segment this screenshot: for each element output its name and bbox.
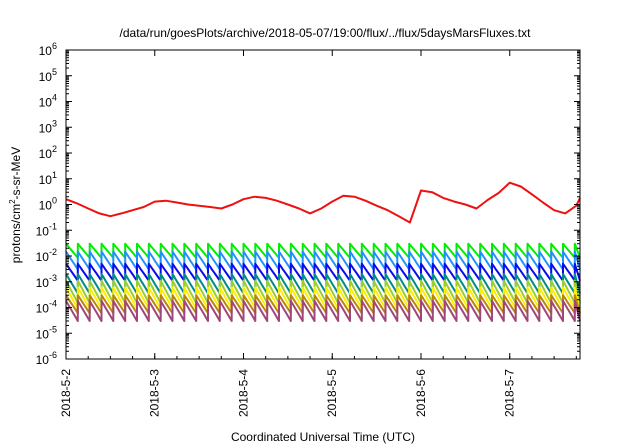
series-line-2 — [65, 262, 581, 282]
chart-title: /data/run/goesPlots/archive/2018-05-07/1… — [120, 26, 532, 40]
y-tick-label: 10-2 — [36, 247, 57, 264]
plot-area — [65, 49, 581, 360]
y-tick-label: 102 — [39, 144, 57, 161]
series-layer — [65, 181, 581, 322]
y-tick-label: 10-1 — [36, 221, 57, 238]
x-tick-label: 2018-5-3 — [148, 369, 162, 417]
x-axis: 2018-5-2 2018-5-3 2018-5-4 2018-5-5 2018-5-6… — [59, 50, 577, 417]
y-axis-label: protons/cm2-s-sr-MeV — [8, 147, 23, 263]
series-line-red — [65, 181, 581, 224]
y-tick-label: 10-5 — [36, 324, 57, 341]
y-tick-label: 101 — [39, 170, 57, 187]
y-tick-label: 104 — [39, 93, 57, 110]
y-tick-label: 10-4 — [36, 299, 57, 316]
y-axis-label-part1: protons/cm — [9, 204, 23, 263]
x-axis-label: Coordinated Universal Time (UTC) — [231, 430, 415, 444]
y-tick-label: 10-3 — [36, 273, 57, 290]
x-tick-label: 2018-5-7 — [503, 369, 517, 417]
y-axis: 10-6 10-5 10-4 10-3 10-2 10-1 100 101 102 103 104 1… — [36, 41, 580, 367]
y-tick-label: 106 — [39, 41, 57, 58]
y-tick-label: 100 — [39, 196, 57, 213]
y-axis-label-part2: -s-sr-MeV — [9, 147, 23, 200]
x-tick-label: 2018-5-6 — [414, 369, 428, 417]
y-tick-label: 10-6 — [36, 350, 57, 367]
series-line-1 — [65, 250, 581, 271]
series-line-7 — [65, 299, 581, 322]
y-tick-label: 105 — [39, 67, 57, 84]
y-axis-label-superscript: 2 — [8, 199, 17, 204]
y-tick-label: 103 — [39, 118, 57, 135]
x-tick-label: 2018-5-5 — [325, 369, 339, 417]
x-tick-label: 2018-5-4 — [236, 369, 250, 417]
x-tick-label: 2018-5-2 — [59, 369, 73, 417]
